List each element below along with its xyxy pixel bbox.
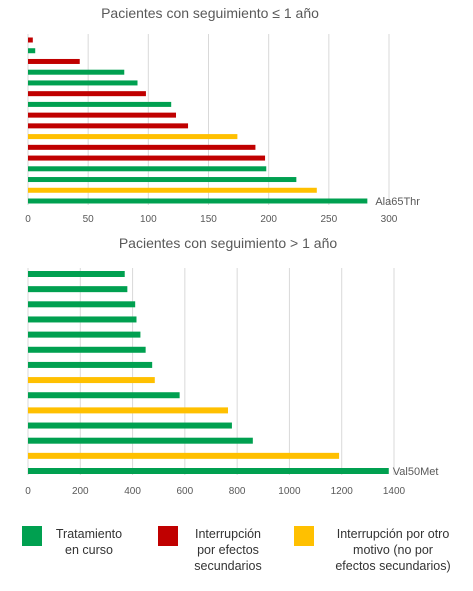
chart2-bar <box>28 316 137 323</box>
chart1-x-tick-label: 0 <box>25 214 31 225</box>
chart2-bar <box>28 437 253 444</box>
chart2-x-tick-label: 200 <box>72 486 89 497</box>
chart2-x-tick-label: 1000 <box>278 486 301 497</box>
chart1-bar <box>28 101 172 107</box>
legend-swatch-interrupcion-otro <box>294 526 314 546</box>
chart1-x-tick-label: 100 <box>140 214 157 225</box>
chart1-bar <box>28 37 33 43</box>
chart1-bar <box>28 123 189 129</box>
legend-swatch-interrupcion-efectos <box>158 526 178 546</box>
charts-canvas: Pacientes con seguimiento ≤ 1 año 0 50 100 1… <box>25 5 439 497</box>
chart1-bar <box>28 112 177 118</box>
chart1-bar <box>28 69 125 75</box>
chart2-bar <box>28 422 232 429</box>
legend-label-tratamiento: Tratamiento en curso <box>55 527 123 557</box>
chart1-bar <box>28 198 368 204</box>
chart1-x-tick-label: 300 <box>381 214 398 225</box>
legend-label-interrupcion-efectos: Interrupción por efectos secundarios <box>194 527 262 573</box>
chart2-bar <box>28 331 141 338</box>
chart1-bar <box>28 91 146 97</box>
chart2-x-tick-label: 1200 <box>331 486 354 497</box>
chart2-bar <box>28 452 340 459</box>
chart2-x-tick-label: 1400 <box>383 486 406 497</box>
chart2-annotation: Val50Met <box>393 466 439 478</box>
legend: Tratamiento en curso Interrupción por ef… <box>0 520 473 590</box>
legend-label-interrupcion-otro: Interrupción por otro motivo (no por efe… <box>335 527 451 573</box>
chart1-bar <box>28 48 36 54</box>
chart2-bar <box>28 468 389 474</box>
chart2-title: Pacientes con seguimiento > 1 año <box>119 235 338 251</box>
chart1-x-tick-label: 200 <box>260 214 277 225</box>
chart1-bar <box>28 177 297 183</box>
chart2-x-tick-label: 400 <box>124 486 141 497</box>
chart1-title: Pacientes con seguimiento ≤ 1 año <box>101 5 319 21</box>
chart2-bar <box>28 407 228 414</box>
chart2-x-tick-label: 0 <box>25 486 31 497</box>
chart2-x-tick-label: 800 <box>229 486 246 497</box>
chart1-bar <box>28 80 138 86</box>
chart1-bar <box>28 187 317 193</box>
chart2-bar <box>28 301 136 308</box>
chart1-x-tick-label: 150 <box>200 214 217 225</box>
chart1-bar <box>28 134 238 140</box>
chart1-bar <box>28 144 256 150</box>
chart2-bar <box>28 346 146 353</box>
chart1-bar <box>28 155 266 161</box>
chart1-bar <box>28 166 267 172</box>
chart2-bar <box>28 361 153 368</box>
chart1-annotation: Ala65Thr <box>375 196 420 208</box>
chart1-bar <box>28 58 80 64</box>
chart1-x-tick-label: 50 <box>83 214 95 225</box>
chart2-bar <box>28 377 155 384</box>
chart2-bar <box>28 392 180 399</box>
chart2-bar <box>28 271 125 277</box>
chart2-x-tick-label: 600 <box>177 486 194 497</box>
chart2-bar <box>28 286 128 293</box>
chart1-x-tick-label: 250 <box>320 214 337 225</box>
legend-swatch-tratamiento <box>22 526 42 546</box>
